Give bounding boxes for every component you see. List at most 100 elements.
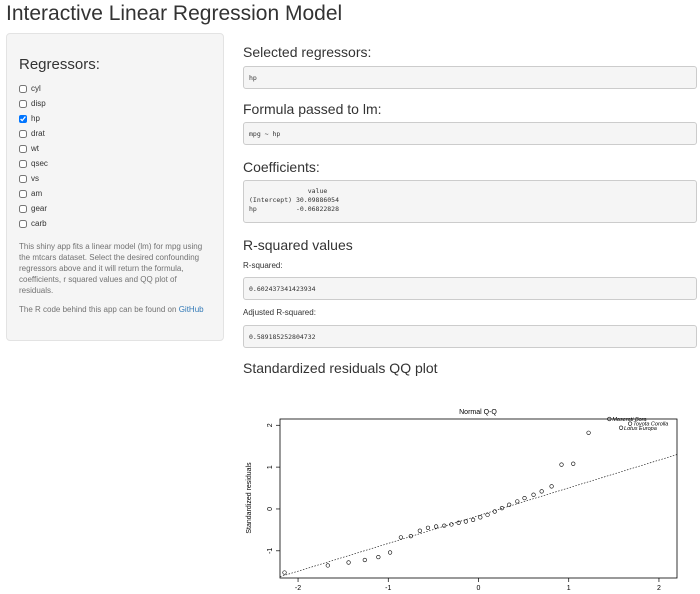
- x-tick-label: -2: [295, 585, 301, 592]
- x-tick-label: -1: [385, 585, 391, 592]
- checkbox-label: gear: [31, 204, 48, 213]
- qq-point: [449, 522, 454, 527]
- qq-reference-line: [279, 454, 678, 578]
- qq-point: [417, 528, 422, 533]
- checkbox-disp[interactable]: disp: [19, 96, 211, 111]
- y-tick-label: 2: [267, 423, 274, 427]
- y-tick-label: -1: [267, 548, 274, 554]
- adj-rsquared-label: Adjusted R-squared:: [243, 308, 316, 317]
- qq-point: [499, 506, 505, 511]
- checkbox-label: vs: [31, 174, 39, 183]
- selected-regressors-output: hp: [243, 66, 697, 89]
- y-tick-label: 0: [267, 507, 274, 511]
- checkbox-hp[interactable]: hp: [19, 111, 211, 126]
- regressors-heading: Regressors:: [19, 56, 100, 73]
- code-help-text: The R code behind this app can be found …: [19, 304, 211, 315]
- checkbox-cyl[interactable]: cyl: [19, 81, 211, 96]
- checkbox-qsec[interactable]: qsec: [19, 156, 211, 171]
- qq-point-label: Maserati Bora: [612, 417, 646, 423]
- rsquared-label: R-squared:: [243, 261, 283, 270]
- qq-point: [485, 512, 490, 517]
- qq-point: [387, 550, 393, 555]
- checkbox-input-gear[interactable]: [19, 204, 27, 213]
- coef-header-row: value: [249, 187, 328, 195]
- plot-frame: [279, 418, 678, 579]
- checkbox-input-qsec[interactable]: [19, 159, 27, 168]
- qq-point: [478, 515, 483, 520]
- qq-point: [549, 484, 554, 489]
- qq-outlier-point: [618, 425, 624, 430]
- checkbox-drat[interactable]: drat: [19, 126, 211, 141]
- regressor-checkbox-group: cyl disp hp drat wt qsec vs am gear carb: [19, 81, 211, 231]
- checkbox-input-am[interactable]: [19, 189, 27, 198]
- sidebar-panel: Regressors: cyl disp hp drat wt qsec vs …: [6, 33, 224, 341]
- qq-point: [522, 495, 527, 501]
- app-title: Interactive Linear Regression Model: [6, 2, 343, 25]
- checkbox-input-drat[interactable]: [19, 129, 27, 138]
- qq-point-label: Lotus Europa: [624, 426, 657, 432]
- rsquared-heading: R-squared values: [243, 237, 353, 253]
- qq-point: [433, 524, 439, 529]
- formula-output: mpg ~ hp: [243, 122, 697, 145]
- checkbox-label: hp: [31, 114, 40, 123]
- qq-point: [571, 461, 576, 466]
- github-link[interactable]: GitHub: [178, 305, 204, 314]
- y-axis-label: Standardized residuals: [246, 462, 253, 534]
- checkbox-carb[interactable]: carb: [19, 216, 211, 231]
- qq-point: [442, 523, 447, 528]
- qq-point: [507, 502, 512, 507]
- qq-point: [362, 557, 367, 563]
- formula-heading: Formula passed to lm:: [243, 101, 382, 117]
- qq-point: [398, 535, 404, 540]
- checkbox-label: carb: [31, 219, 47, 228]
- qq-point: [425, 525, 431, 530]
- qq-outlier-point: [627, 421, 633, 426]
- y-tick-label: 1: [267, 465, 274, 469]
- checkbox-input-disp[interactable]: [19, 99, 27, 108]
- checkbox-am[interactable]: am: [19, 186, 211, 201]
- x-tick-label: 1: [567, 585, 571, 592]
- help-text: This shiny app fits a linear model (lm) …: [19, 242, 203, 295]
- checkbox-input-cyl[interactable]: [19, 84, 27, 93]
- qq-point: [515, 499, 520, 504]
- checkbox-gear[interactable]: gear: [19, 201, 211, 216]
- chart-title: Normal Q-Q: [459, 409, 497, 416]
- checkbox-input-vs[interactable]: [19, 174, 27, 183]
- qq-point: [376, 554, 381, 560]
- qq-point: [586, 430, 591, 435]
- qq-outlier-point: [607, 416, 612, 422]
- x-tick-label: 2: [657, 585, 661, 592]
- qq-point-label: Toyota Corolla: [633, 422, 668, 428]
- qq-point: [325, 563, 330, 568]
- checkbox-label: cyl: [31, 84, 41, 93]
- rsquared-output: 0.602437341423934: [243, 277, 697, 300]
- qq-point: [559, 462, 564, 467]
- qq-point: [470, 517, 476, 522]
- coef-hp-row: hp -0.06822828: [249, 205, 340, 213]
- checkbox-label: drat: [31, 129, 45, 138]
- qq-point: [539, 489, 544, 494]
- coefficients-output: value (Intercept) 30.09886054 hp -0.068228…: [243, 180, 697, 223]
- code-text: The R code behind this app can be found …: [19, 305, 177, 314]
- x-tick-label: 0: [477, 585, 481, 592]
- checkbox-wt[interactable]: wt: [19, 141, 211, 156]
- checkbox-input-hp[interactable]: [19, 114, 27, 123]
- selected-regressors-heading: Selected regressors:: [243, 44, 372, 60]
- checkbox-label: qsec: [31, 159, 48, 168]
- qq-plot-heading: Standardized residuals QQ plot: [243, 360, 438, 376]
- qq-point: [531, 492, 536, 497]
- checkbox-label: wt: [31, 144, 39, 153]
- qq-point: [492, 509, 497, 514]
- checkbox-input-wt[interactable]: [19, 144, 27, 153]
- checkbox-label: disp: [31, 99, 46, 108]
- checkbox-label: am: [31, 189, 43, 198]
- coefficients-heading: Coefficients:: [243, 159, 320, 175]
- checkbox-vs[interactable]: vs: [19, 171, 211, 186]
- coef-intercept-row: (Intercept) 30.09886054: [249, 196, 340, 204]
- checkbox-input-carb[interactable]: [19, 219, 27, 228]
- qq-plot: Normal Q-Q Standardized residuals -2 -1 0 1…: [246, 409, 678, 592]
- qq-point: [408, 534, 413, 539]
- adj-rsquared-output: 0.589185252804732: [243, 325, 697, 348]
- qq-point: [346, 560, 351, 565]
- qq-point: [456, 520, 461, 525]
